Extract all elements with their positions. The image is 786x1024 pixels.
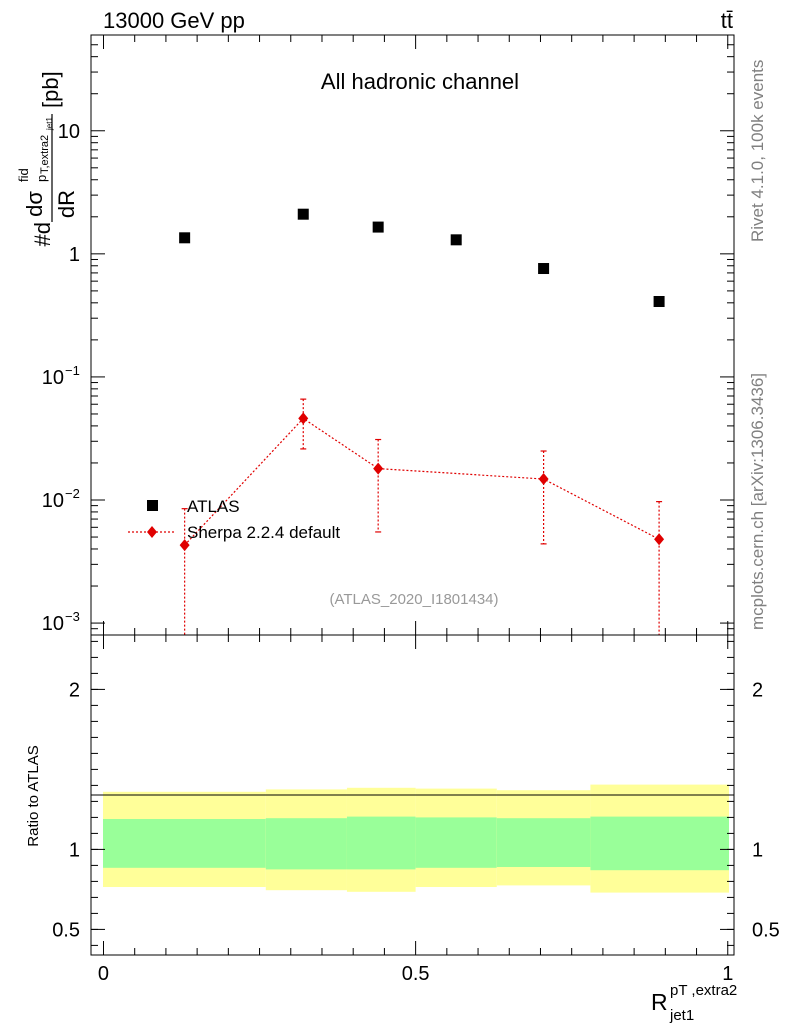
ratio-y-tick-label-right: 0.5 [752,919,780,941]
sherpa-data-point [373,462,384,475]
legend-atlas-label: ATLAS [187,497,240,516]
legend-sherpa-marker [147,526,157,538]
sherpa-data-point [654,533,665,546]
ratio-y-tick-label: 2 [69,679,80,701]
ratio-y-tick-label-right: 2 [752,679,763,701]
main-x-ticks [102,35,729,635]
mc-points [179,412,665,552]
main-y-tick-exponent: −3 [65,609,80,624]
atlas-data-point [653,296,665,308]
mcplots-label: mcplots.cern.ch [arXiv:1306.3436] [748,373,767,630]
main-y-tick-exponent: −2 [65,486,80,501]
legend: ATLAS Sherpa 2.2.4 default [128,497,340,542]
data-points [179,208,665,308]
ratio-y-tick-label-right: 1 [752,839,763,861]
main-y-tick-label: 10 [42,367,64,389]
main-y-tick-exponent: −1 [65,363,80,378]
ratio-x-tick-label: 0.5 [402,963,430,985]
main-y-tick-label: 10 [58,121,80,143]
ratio-y-ticks: 2 2 1 1 0.5 0.5 [52,679,780,941]
ylabel-denominator: dR [54,190,79,218]
plot-title: All hadronic channel [321,69,519,94]
ratio-y-tick-label: 1 [69,839,80,861]
main-y-label: #d dσ fid p T,extra2 jet1 dR [pb] [16,71,79,246]
atlas-data-point [538,263,550,275]
atlas-data-point [297,208,309,220]
atlas-data-point [179,232,191,244]
ylabel-num-sup: fid [16,168,31,182]
sherpa-series-line [184,417,660,546]
ratio-y-tick-label: 0.5 [52,919,80,941]
atlas-data-point [450,234,462,246]
ratio-x-ticks: 0 0.5 1 [98,635,733,985]
ylabel-num-sub2: T,extra2 [39,135,51,174]
mc-series-line [184,417,660,546]
ratio-bands [103,784,729,893]
xlabel-base: R [651,989,668,1015]
ratio-band-inner [103,819,266,868]
ratio-plot: 2 21 10.5 0.5 0 0.5 1 Ratio to ATLAS R pT ,ex… [25,634,780,1024]
ylabel-numerator: dσ [22,191,47,217]
ratio-x-tick-label: 1 [722,963,733,985]
ratio-band-inner [346,816,416,870]
ylabel-num-sub3: jet1 [45,117,54,131]
ylabel-prefix: #d [30,222,55,246]
process-label: tt̄ [721,8,733,33]
ratio-y-label: Ratio to ATLAS [25,745,42,846]
main-y-tick-label: 10 [42,490,64,512]
energy-label: 13000 GeV pp [103,8,245,33]
xlabel-sup: pT ,extra2 [670,982,737,999]
ratio-band-inner [415,817,497,868]
ylabel-unit: [pb] [38,71,63,108]
sherpa-data-point [179,539,190,552]
ratio-band-inner [590,816,729,871]
mc-error-bars [181,398,663,635]
main-y-tick-label: 10 [42,613,64,635]
legend-sherpa-label: Sherpa 2.2.4 default [187,523,340,542]
xlabel-sub: jet1 [669,1007,694,1024]
ratio-plot-frame [90,634,735,956]
sherpa-data-point [298,412,309,425]
ratio-x-tick-label: 0 [98,963,109,985]
rivet-label: Rivet 4.1.0, 100k events [748,60,767,242]
main-y-tick-label: 1 [69,244,80,266]
atlas-data-point [372,221,384,233]
ratio-band-inner [496,818,591,867]
x-axis-label: R pT ,extra2 jet1 [651,982,737,1024]
sherpa-data-point [538,473,549,486]
ylabel-num-sub: p [34,175,49,182]
legend-atlas-marker [147,500,158,511]
ratio-band-inner [265,818,347,870]
analysis-id: (ATLAS_2020_I1801434) [329,591,498,608]
